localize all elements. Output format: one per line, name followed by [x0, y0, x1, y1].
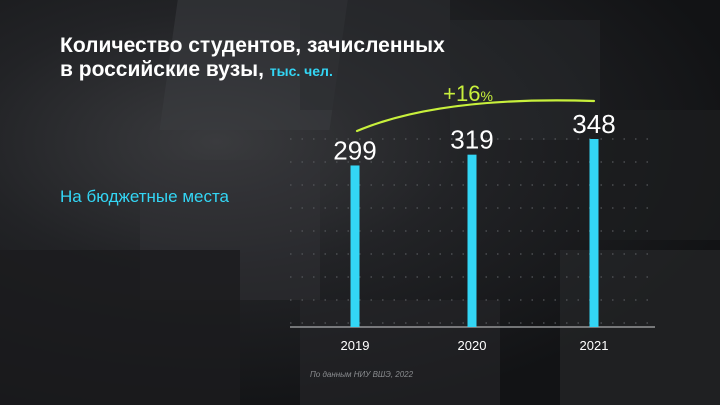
title-line-2: в российские вузы, — [60, 58, 264, 81]
source-note: По данным НИУ ВШЭ, 2022 — [310, 370, 414, 379]
title-line-1: Количество студентов, зачисленных — [60, 34, 445, 57]
bar-2020 — [467, 154, 477, 327]
chart-title: Количество студентов, зачисленных в росс… — [60, 34, 445, 83]
x-tick-2019: 2019 — [341, 338, 370, 353]
growth-unit: % — [480, 88, 492, 104]
x-tick-2020: 2020 — [458, 338, 487, 353]
series-label: На бюджетные места — [60, 187, 230, 206]
bar-2019 — [350, 165, 360, 327]
data-label-2021: 348 — [572, 109, 615, 139]
growth-arc — [355, 99, 596, 133]
growth-annotation: +16% — [443, 81, 493, 106]
growth-value: +16 — [443, 81, 480, 106]
data-label-2020: 319 — [450, 125, 493, 155]
bar-2021 — [589, 139, 599, 327]
title-unit: тыс. чел. — [269, 63, 333, 79]
data-label-2019: 299 — [333, 135, 376, 165]
x-tick-2021: 2021 — [580, 338, 609, 353]
